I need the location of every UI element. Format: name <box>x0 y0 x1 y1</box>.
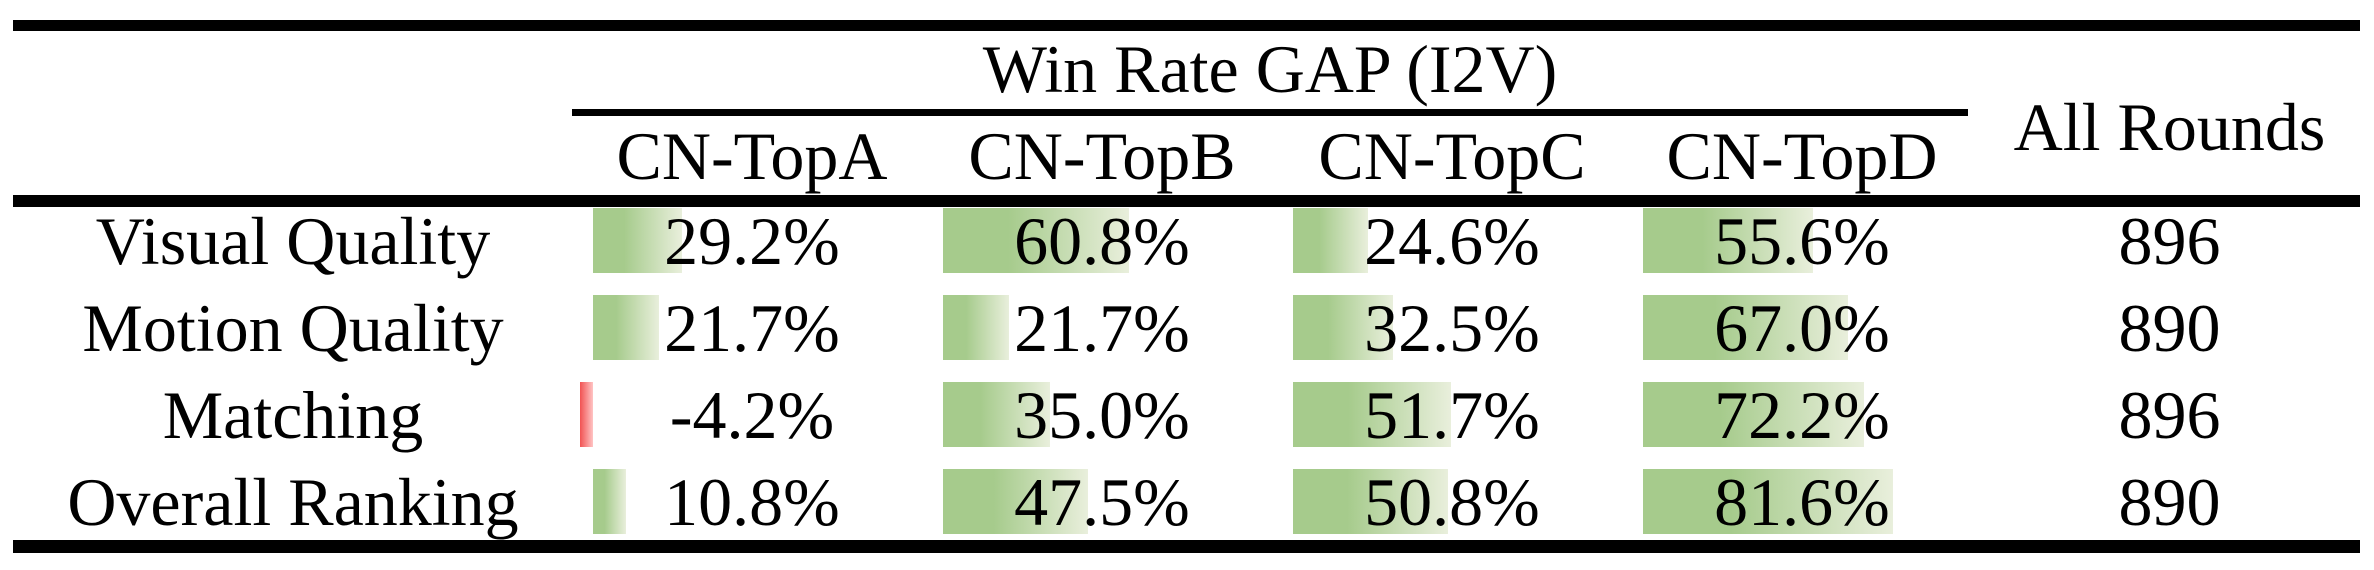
data-bar <box>1643 208 1814 273</box>
data-bar <box>1643 382 1864 447</box>
cell-value: 50.8% <box>1364 463 1540 540</box>
data-bar <box>943 295 1010 360</box>
pct-cell: 29.2% <box>577 202 927 279</box>
pct-cell: 51.7% <box>1277 376 1627 453</box>
pct-cell: 32.5% <box>1277 289 1627 366</box>
data-bar <box>1293 208 1369 273</box>
pct-cell: 10.8% <box>577 463 927 540</box>
data-bar <box>1293 295 1393 360</box>
data-bar <box>580 382 593 447</box>
header-rule <box>13 195 2360 207</box>
bottom-rule <box>13 540 2360 553</box>
row-label: Motion Quality <box>82 289 504 366</box>
cell-value: 60.8% <box>1014 202 1190 279</box>
cell-value: 32.5% <box>1364 289 1540 366</box>
pct-cell: 24.6% <box>1277 202 1627 279</box>
all-rounds-value: 896 <box>2118 376 2221 453</box>
cell-value: -4.2% <box>669 376 835 453</box>
data-bar <box>943 382 1051 447</box>
column-header-cn-topb: CN-TopB <box>968 118 1236 194</box>
pct-cell: 35.0% <box>927 376 1277 453</box>
table-row: Matching -4.2% 35.0% 51.7% 72.2% 896 <box>0 376 2374 453</box>
data-bar <box>1643 295 1848 360</box>
pct-cell: 81.6% <box>1627 463 1977 540</box>
pct-cell: 72.2% <box>1627 376 1977 453</box>
all-rounds-value: 896 <box>2118 202 2221 279</box>
group-header-underline-rule <box>572 109 1968 116</box>
table-row: Motion Quality 21.7% 21.7% 32.5% 67.0% 8… <box>0 289 2374 366</box>
row-label: Matching <box>162 376 424 453</box>
data-bar <box>593 469 626 534</box>
cell-value: 24.6% <box>1364 202 1540 279</box>
data-bar <box>943 208 1129 273</box>
column-header-cn-topd: CN-TopD <box>1666 118 1938 194</box>
data-bar <box>593 208 683 273</box>
all-rounds-value: 890 <box>2118 289 2221 366</box>
cell-value: 72.2% <box>1714 376 1890 453</box>
data-bar <box>1293 469 1449 534</box>
table-row: Overall Ranking 10.8% 47.5% 50.8% 81.6% … <box>0 463 2374 540</box>
cell-value: 29.2% <box>664 202 840 279</box>
column-header-cn-topc: CN-TopC <box>1318 118 1586 194</box>
cell-value: 35.0% <box>1014 376 1190 453</box>
all-rounds-value: 890 <box>2118 463 2221 540</box>
top-rule <box>13 20 2360 31</box>
all-rounds-header: All Rounds <box>2013 89 2326 165</box>
table-row: Visual Quality 29.2% 60.8% 24.6% 55.6% 8… <box>0 202 2374 279</box>
pct-cell: 67.0% <box>1627 289 1977 366</box>
column-header-cn-topa: CN-TopA <box>616 118 888 194</box>
cell-value: 47.5% <box>1014 463 1190 540</box>
pct-cell: 50.8% <box>1277 463 1627 540</box>
cell-value: 55.6% <box>1714 202 1890 279</box>
data-bar <box>1643 469 1893 534</box>
pct-cell: 21.7% <box>577 289 927 366</box>
cell-value: 67.0% <box>1714 289 1890 366</box>
row-label: Visual Quality <box>95 202 491 279</box>
pct-cell: 60.8% <box>927 202 1277 279</box>
row-label: Overall Ranking <box>67 463 519 540</box>
cell-value: 51.7% <box>1364 376 1540 453</box>
data-bar <box>1293 382 1452 447</box>
pct-cell: 55.6% <box>1627 202 1977 279</box>
pct-cell: 47.5% <box>927 463 1277 540</box>
cell-value: 21.7% <box>664 289 840 366</box>
cell-value: 10.8% <box>664 463 840 540</box>
data-bar <box>943 469 1089 534</box>
pct-cell: 21.7% <box>927 289 1277 366</box>
data-bar <box>593 295 660 360</box>
cell-value: 21.7% <box>1014 289 1190 366</box>
pct-cell: -4.2% <box>577 376 927 453</box>
group-title: Win Rate GAP (I2V) <box>982 31 1558 107</box>
cell-value: 81.6% <box>1714 463 1890 540</box>
